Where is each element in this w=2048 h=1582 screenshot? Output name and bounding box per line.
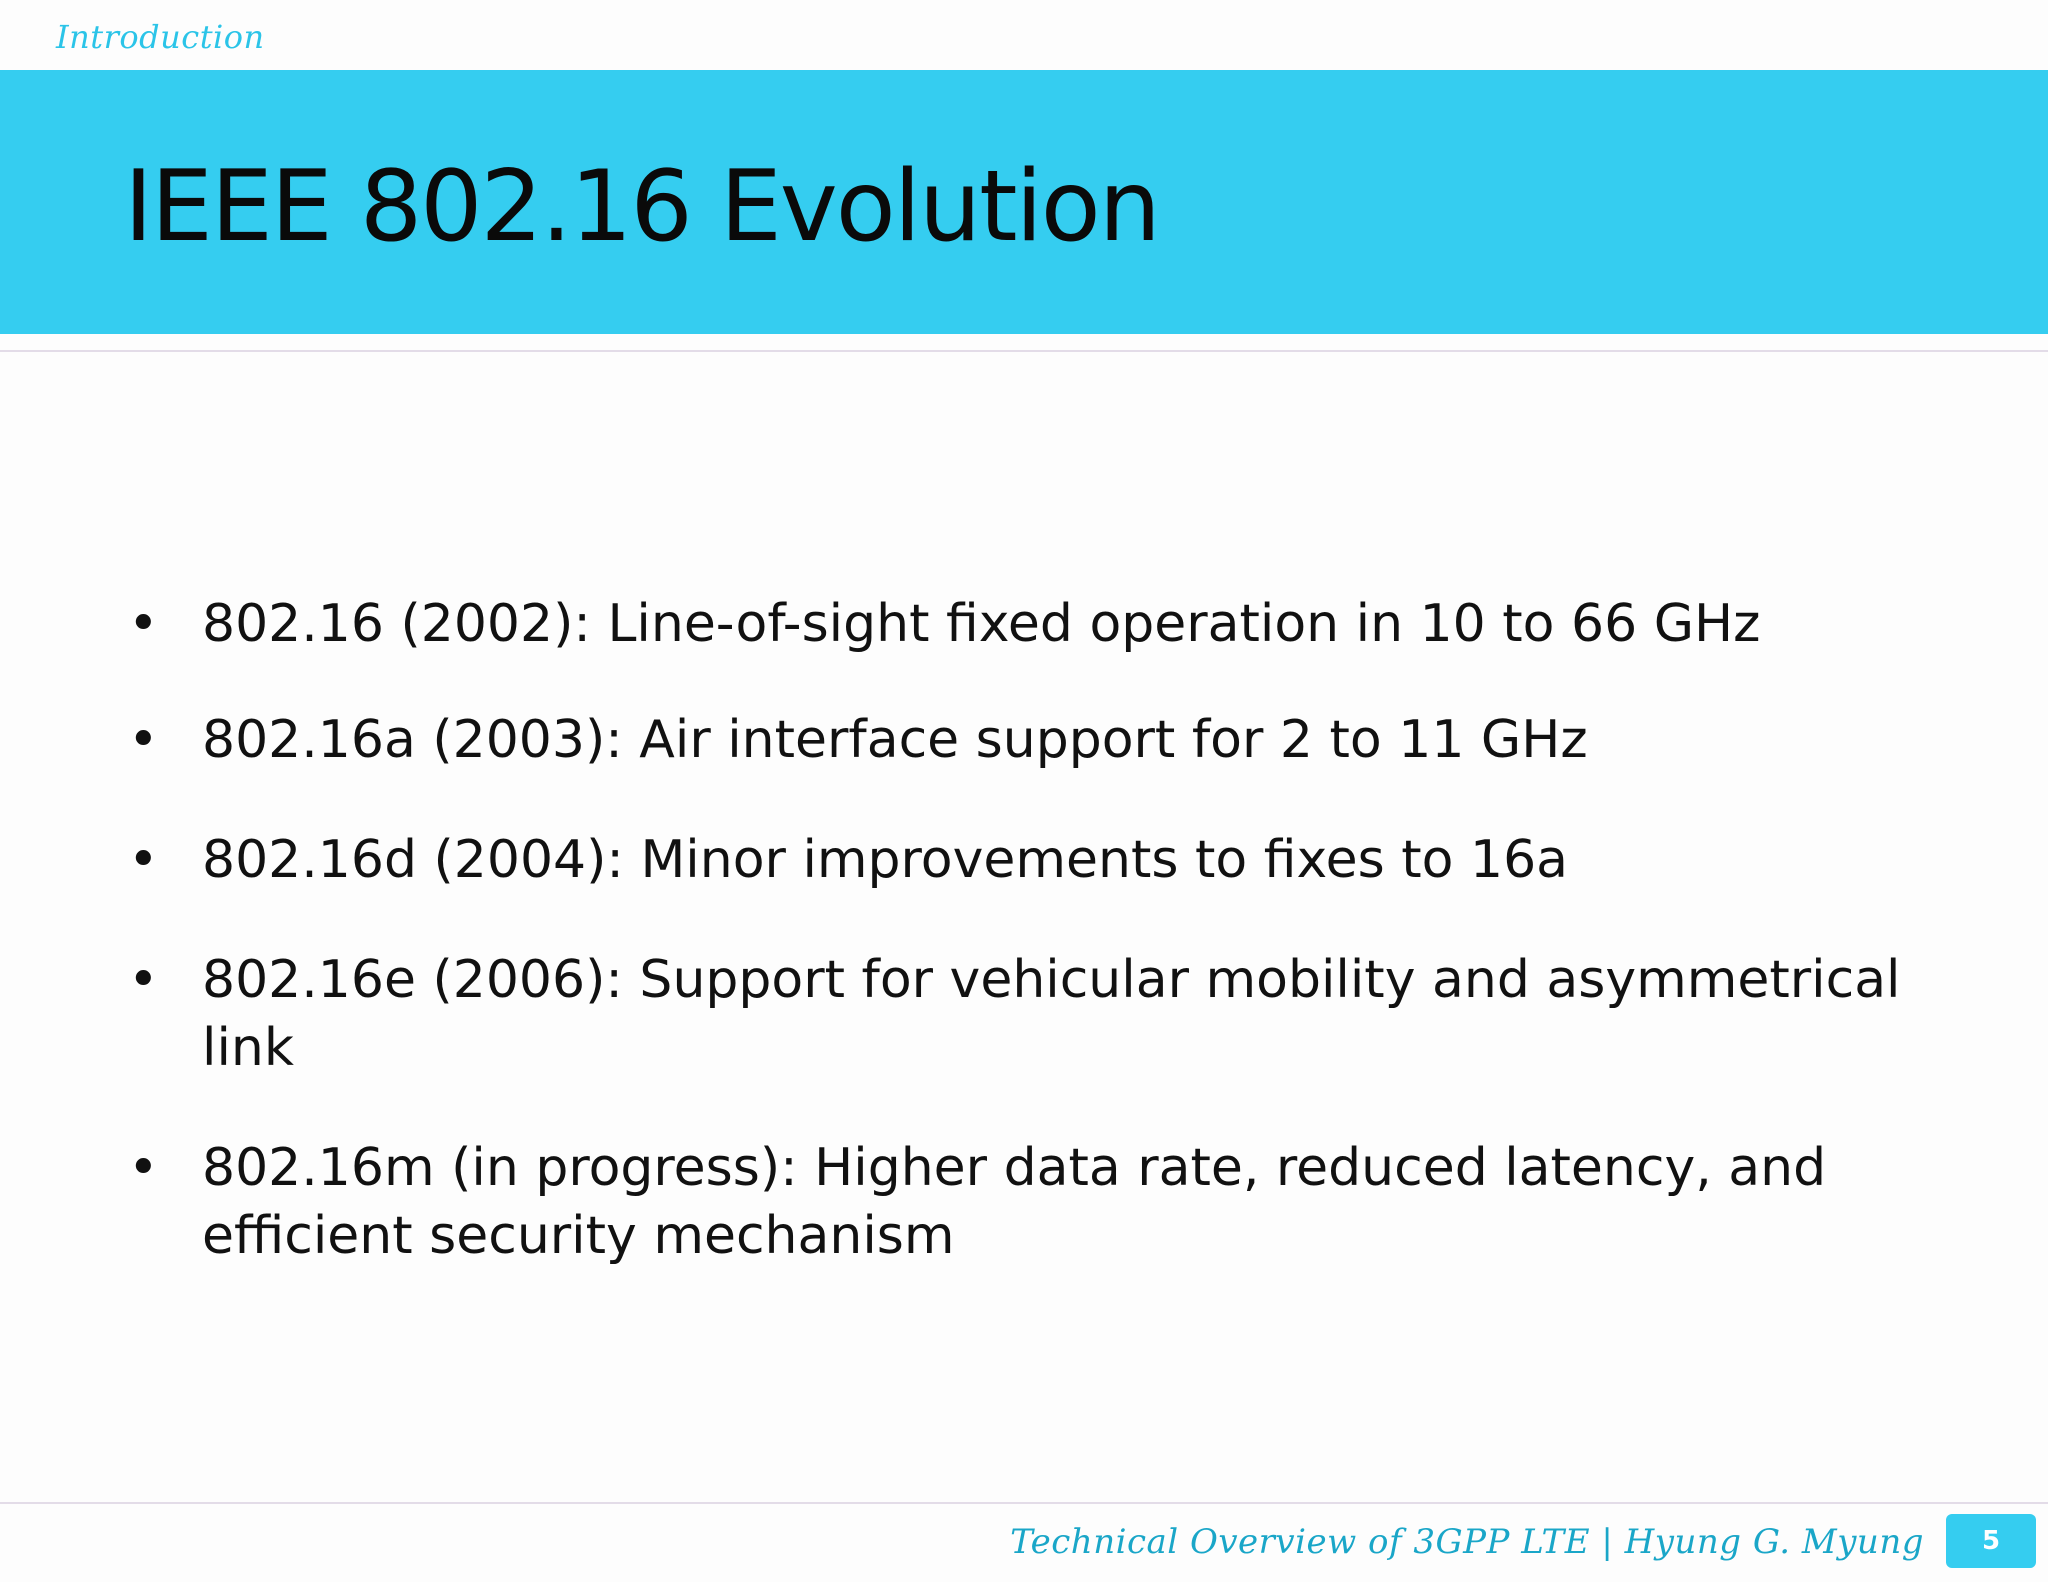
section-label: Introduction <box>56 18 265 56</box>
bullet-dot-icon: • <box>128 594 159 654</box>
bullet-text: 802.16e (2006): Support for vehicular mo… <box>202 950 1901 1078</box>
bottom-divider <box>0 1502 2048 1504</box>
bullet-dot-icon: • <box>128 710 159 770</box>
title-band <box>0 70 2048 334</box>
footer-text: Technical Overview of 3GPP LTE | Hyung G… <box>1010 1522 1924 1562</box>
bullet-item: • 802.16m (in progress): Higher data rat… <box>128 1134 1958 1270</box>
bullet-item: • 802.16 (2002): Line-of-sight fixed ope… <box>128 590 1958 658</box>
bullet-text: 802.16m (in progress): Higher data rate,… <box>202 1138 1827 1266</box>
bullet-list: • 802.16 (2002): Line-of-sight fixed ope… <box>128 590 1958 1322</box>
bullet-dot-icon: • <box>128 830 159 890</box>
bullet-text: 802.16d (2004): Minor improvements to fi… <box>202 830 1569 890</box>
bullet-item: • 802.16e (2006): Support for vehicular … <box>128 946 1958 1082</box>
bullet-dot-icon: • <box>128 950 159 1010</box>
bullet-item: • 802.16a (2003): Air interface support … <box>128 706 1958 774</box>
bullet-dot-icon: • <box>128 1138 159 1198</box>
page-number-badge: 5 <box>1946 1514 2036 1568</box>
bullet-item: • 802.16d (2004): Minor improvements to … <box>128 826 1958 894</box>
slide-title: IEEE 802.16 Evolution <box>124 150 1161 264</box>
bullet-text: 802.16a (2003): Air interface support fo… <box>202 710 1588 770</box>
bullet-text: 802.16 (2002): Line-of-sight fixed opera… <box>202 594 1761 654</box>
top-divider <box>0 350 2048 352</box>
